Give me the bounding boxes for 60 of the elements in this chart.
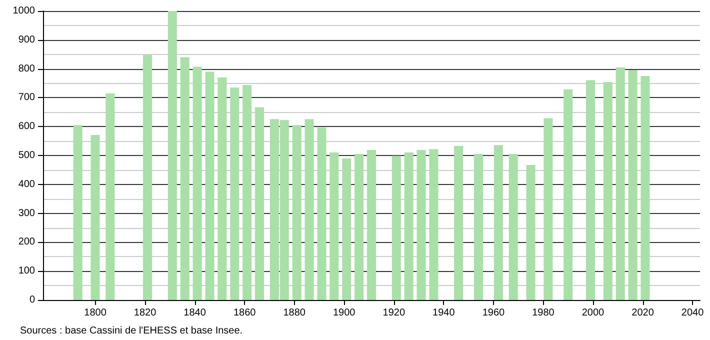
bar bbox=[205, 72, 214, 300]
bar bbox=[106, 93, 115, 300]
bar bbox=[230, 88, 240, 300]
x-tick-label: 1900 bbox=[333, 308, 356, 318]
bar bbox=[367, 150, 376, 300]
bar bbox=[255, 107, 264, 300]
x-tick-label: 1960 bbox=[482, 308, 506, 318]
bar bbox=[416, 150, 426, 300]
bar bbox=[342, 158, 352, 300]
bar bbox=[218, 77, 227, 300]
bar bbox=[616, 67, 625, 300]
y-tick-label: 300 bbox=[18, 208, 36, 219]
bar bbox=[304, 119, 314, 300]
bar bbox=[330, 152, 339, 300]
bar bbox=[586, 80, 595, 300]
y-tick-label: 400 bbox=[18, 178, 36, 190]
bar bbox=[429, 149, 438, 300]
bar bbox=[242, 84, 252, 300]
y-tick-label: 0 bbox=[29, 294, 36, 306]
y-tick-label: 700 bbox=[18, 92, 36, 104]
bar bbox=[404, 152, 414, 300]
y-tick-label: 200 bbox=[18, 236, 36, 248]
x-tick-label: 1800 bbox=[84, 308, 107, 318]
bar bbox=[544, 118, 553, 300]
y-tick-label: 900 bbox=[18, 34, 36, 46]
x-tick-label: 2020 bbox=[632, 308, 654, 318]
bar bbox=[564, 89, 573, 300]
bar bbox=[292, 125, 302, 300]
bar bbox=[90, 134, 100, 300]
x-tick-label: 2040 bbox=[681, 308, 704, 318]
bar bbox=[317, 127, 326, 300]
bar bbox=[628, 70, 638, 300]
bar bbox=[603, 82, 612, 300]
bar bbox=[192, 66, 202, 300]
x-tick-label: 1860 bbox=[233, 308, 256, 318]
source-note: Sources : base Cassini de l'EHESS et base Insee. bbox=[20, 326, 243, 336]
x-tick-label: 2000 bbox=[582, 308, 605, 318]
x-tick-label: 1840 bbox=[184, 308, 206, 318]
x-tick-label: 1820 bbox=[134, 308, 157, 318]
y-tick-label: 100 bbox=[18, 266, 36, 277]
y-tick-label: 600 bbox=[18, 121, 36, 132]
bar bbox=[180, 57, 190, 300]
bar bbox=[354, 154, 364, 300]
bar bbox=[526, 165, 536, 300]
x-tick-label: 1880 bbox=[283, 308, 306, 318]
x-tick-label: 1920 bbox=[382, 308, 406, 318]
bar bbox=[143, 54, 152, 300]
bar bbox=[392, 156, 401, 300]
y-tick-label: 800 bbox=[18, 63, 36, 74]
bar bbox=[73, 125, 82, 300]
bar bbox=[474, 154, 484, 300]
bar bbox=[508, 154, 518, 300]
x-tick-label: 1940 bbox=[432, 308, 456, 318]
bar bbox=[454, 146, 464, 300]
y-tick-label: 500 bbox=[18, 150, 36, 161]
y-tick-label: 1000 bbox=[12, 6, 36, 16]
x-tick-label: 1980 bbox=[532, 308, 555, 318]
bar bbox=[640, 76, 650, 300]
bar bbox=[494, 145, 503, 300]
bar bbox=[168, 11, 177, 300]
